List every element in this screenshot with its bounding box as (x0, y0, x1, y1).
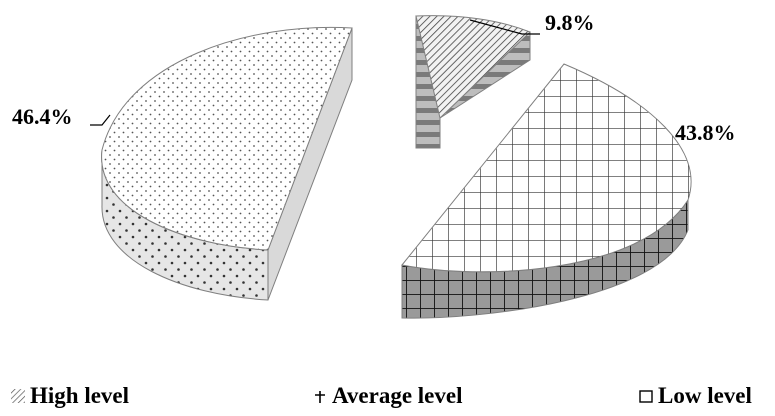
data-label-high-level: 46.4% (12, 104, 73, 129)
slice-average-level-top (401, 63, 692, 273)
legend-entry-low-level: Low level (638, 383, 752, 409)
leader-line-high-level (90, 114, 111, 126)
slice-low-level (415, 15, 531, 149)
legend-entry-average-level: Average level (312, 383, 462, 409)
legend-label-high-level: High level (30, 383, 130, 408)
legend-label-average-level: Average level (332, 383, 463, 408)
leader-line-low-level (469, 19, 540, 35)
cross-mark-icon (315, 391, 325, 403)
slice-average-level (401, 63, 692, 319)
diagonal-hatch-icon (11, 389, 25, 403)
data-label-low-level: 9.8% (545, 10, 595, 35)
square-outline-icon (639, 390, 653, 403)
slice-high-level (101, 26, 353, 301)
slice-high-level-top (101, 26, 353, 251)
legend-entry-high-level: High level (10, 383, 129, 409)
slice-low-level-top (415, 15, 531, 119)
legend-label-low-level: Low level (658, 383, 752, 408)
data-label-average-level: 43.8% (675, 120, 736, 145)
